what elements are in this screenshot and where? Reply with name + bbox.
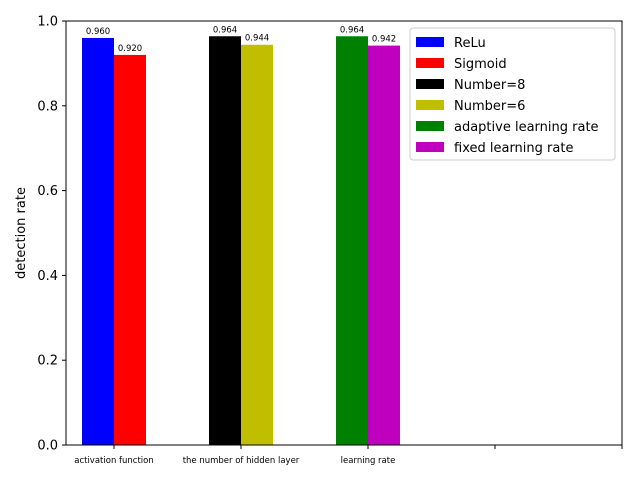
y-tick-label: 0.2 <box>37 354 58 369</box>
legend-swatch <box>416 58 444 68</box>
legend-swatch <box>416 142 444 152</box>
bar-sigmoid <box>114 54 146 446</box>
bar-value-labels: 0.960 0.920 0.964 0.944 0.964 0.942 <box>86 25 396 54</box>
x-tick-label: learning rate <box>341 456 396 466</box>
y-tick-label: 0.8 <box>37 99 58 114</box>
y-tick-label: 0.4 <box>37 269 58 284</box>
bar-relu <box>82 37 114 446</box>
legend-swatch <box>416 37 444 47</box>
y-axis-ticks: 0.0 0.2 0.4 0.6 0.8 1.0 <box>37 15 66 454</box>
x-tick-label: the number of hidden layer <box>183 456 300 466</box>
bar-value-label: 0.960 <box>86 27 110 37</box>
legend-entry-label: Number=8 <box>454 78 525 93</box>
plot-area-frame <box>65 20 623 446</box>
y-tick-label: 0.0 <box>37 439 58 454</box>
bar-number-6 <box>241 44 273 446</box>
legend: ReLu Sigmoid Number=8 Number=6 adaptive lear… <box>409 27 616 161</box>
legend-swatch <box>416 100 444 110</box>
bar-adaptive-learning-rate <box>336 36 368 445</box>
y-tick-label: 1.0 <box>37 15 58 30</box>
bars-layer <box>82 36 400 446</box>
bar-value-label: 0.944 <box>245 34 269 44</box>
bar-value-label: 0.942 <box>372 35 396 45</box>
bar-value-label: 0.964 <box>213 25 237 35</box>
x-tick-label: activation function <box>74 456 154 466</box>
legend-swatch <box>416 121 444 131</box>
legend-swatch <box>416 79 444 89</box>
legend-entry-label: fixed learning rate <box>454 141 573 156</box>
bar-fixed-learning-rate <box>368 45 400 445</box>
legend-entry-label: Number=6 <box>454 99 525 114</box>
y-tick-label: 0.6 <box>37 184 58 199</box>
x-axis-ticks: activation function the number of hidden … <box>74 445 623 466</box>
legend-entry-label: Sigmoid <box>454 57 507 72</box>
bar-value-label: 0.920 <box>118 44 142 54</box>
legend-entry-label: ReLu <box>454 36 486 51</box>
legend-box <box>409 27 616 161</box>
bar-number-8 <box>209 36 241 445</box>
y-axis-label: detection rate <box>14 187 29 279</box>
legend-entry-label: adaptive learning rate <box>454 120 599 135</box>
bar-value-label: 0.964 <box>340 25 364 35</box>
